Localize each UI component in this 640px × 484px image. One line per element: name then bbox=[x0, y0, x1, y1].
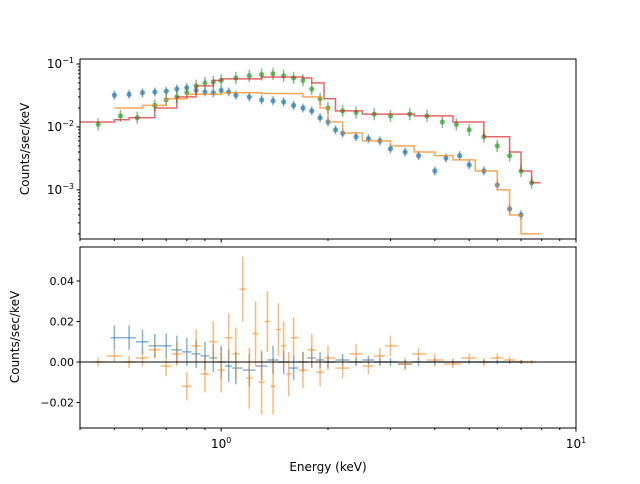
y-tick-label: 0.00 bbox=[50, 356, 75, 369]
data-point bbox=[202, 89, 208, 95]
data-point bbox=[281, 99, 287, 105]
data-point bbox=[443, 155, 449, 161]
data-point bbox=[117, 113, 124, 119]
top-plot-frame bbox=[79, 58, 577, 240]
data-point bbox=[270, 98, 276, 104]
data-point bbox=[507, 153, 513, 159]
data-point bbox=[259, 97, 265, 103]
data-point bbox=[365, 136, 372, 142]
y-tick-label: 0.02 bbox=[50, 316, 75, 329]
data-point bbox=[332, 127, 339, 133]
data-point bbox=[246, 73, 252, 79]
data-point bbox=[415, 153, 422, 159]
data-point bbox=[300, 77, 306, 83]
data-point bbox=[270, 71, 276, 77]
y-tick-label: 0.04 bbox=[50, 275, 75, 288]
data-point bbox=[317, 115, 323, 121]
data-point bbox=[111, 92, 117, 98]
data-point bbox=[163, 88, 169, 94]
x-tick-label: 101 bbox=[566, 436, 586, 451]
top-panel: 10−1 10−2 10−3 bbox=[47, 56, 577, 243]
data-point bbox=[218, 87, 224, 94]
data-point bbox=[233, 75, 239, 81]
residual-panel: 0.04 0.02 0.00 −0.02 100 101 bbox=[40, 246, 586, 451]
y-tick-label: 10−3 bbox=[47, 182, 74, 197]
data-point bbox=[300, 105, 306, 111]
data-point bbox=[246, 94, 252, 100]
data-point bbox=[226, 89, 232, 95]
data-point bbox=[309, 108, 315, 114]
y-tick-label: 10−1 bbox=[47, 56, 74, 71]
data-point bbox=[494, 143, 500, 149]
x-axis-label: Energy (keV) bbox=[289, 460, 366, 474]
data-point bbox=[402, 149, 408, 155]
y-tick-label: 10−2 bbox=[47, 119, 74, 134]
data-point bbox=[139, 90, 146, 96]
data-point bbox=[291, 75, 297, 81]
y-tick-label: −0.02 bbox=[40, 396, 74, 409]
data-point bbox=[291, 102, 297, 108]
data-point bbox=[439, 119, 445, 125]
data-point bbox=[202, 80, 208, 86]
data-point bbox=[233, 92, 239, 98]
data-point bbox=[466, 127, 472, 133]
model-step-line-3 bbox=[80, 76, 541, 184]
data-point bbox=[174, 86, 180, 92]
data-point bbox=[457, 153, 463, 159]
data-point bbox=[466, 162, 472, 168]
data-point bbox=[353, 134, 359, 140]
data-point bbox=[259, 71, 265, 78]
data-point bbox=[152, 89, 158, 95]
data-point bbox=[387, 146, 394, 152]
model-step-line-2 bbox=[114, 91, 541, 235]
data-point bbox=[126, 91, 132, 97]
top-y-axis-label: Counts/sec/keV bbox=[18, 102, 32, 195]
x-tick-label: 100 bbox=[211, 436, 231, 451]
data-point bbox=[432, 168, 438, 174]
data-point bbox=[309, 86, 315, 92]
data-point bbox=[453, 121, 459, 127]
bottom-y-axis-label: Counts/sec/keV bbox=[8, 290, 22, 383]
data-point bbox=[95, 121, 101, 127]
